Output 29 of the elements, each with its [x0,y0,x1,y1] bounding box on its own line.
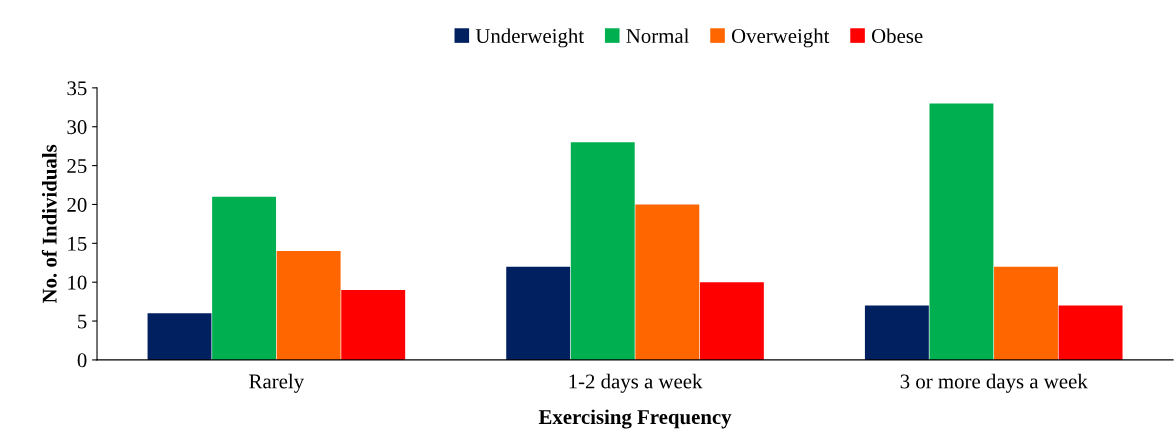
legend-label: Overweight [731,28,830,48]
x-tick-label: 1-2 days a week [569,373,703,393]
y-tick-label: 15 [68,236,87,251]
y-tick-label: 25 [67,159,87,174]
bar [635,204,700,360]
bar [212,196,277,360]
x-tick-label: Rarely [249,373,305,393]
bar [1058,305,1123,360]
y-tick-label: 0 [77,353,87,368]
bar [506,266,571,360]
y-tick-label: 5 [78,314,87,329]
bar [147,313,212,360]
y-tick-label: 20 [67,197,87,212]
bar [699,282,764,360]
y-tick-label: 35 [67,81,87,96]
x-axis-title: Exercising Frequency [538,409,732,429]
y-tick-label: 10 [68,275,87,290]
bar [276,251,341,360]
bar [994,266,1058,360]
bar [341,289,406,360]
bar [864,305,929,360]
bar [570,142,635,360]
y-tick-label: 30 [67,120,87,135]
legend-label: Underweight [475,28,584,48]
x-tick-label: 3 or more days a week [900,373,1088,393]
bar [929,103,994,360]
y-axis-title: No. of Individuals [41,144,57,304]
legend-label: Obese [871,28,923,44]
legend-label: Normal [626,28,689,44]
